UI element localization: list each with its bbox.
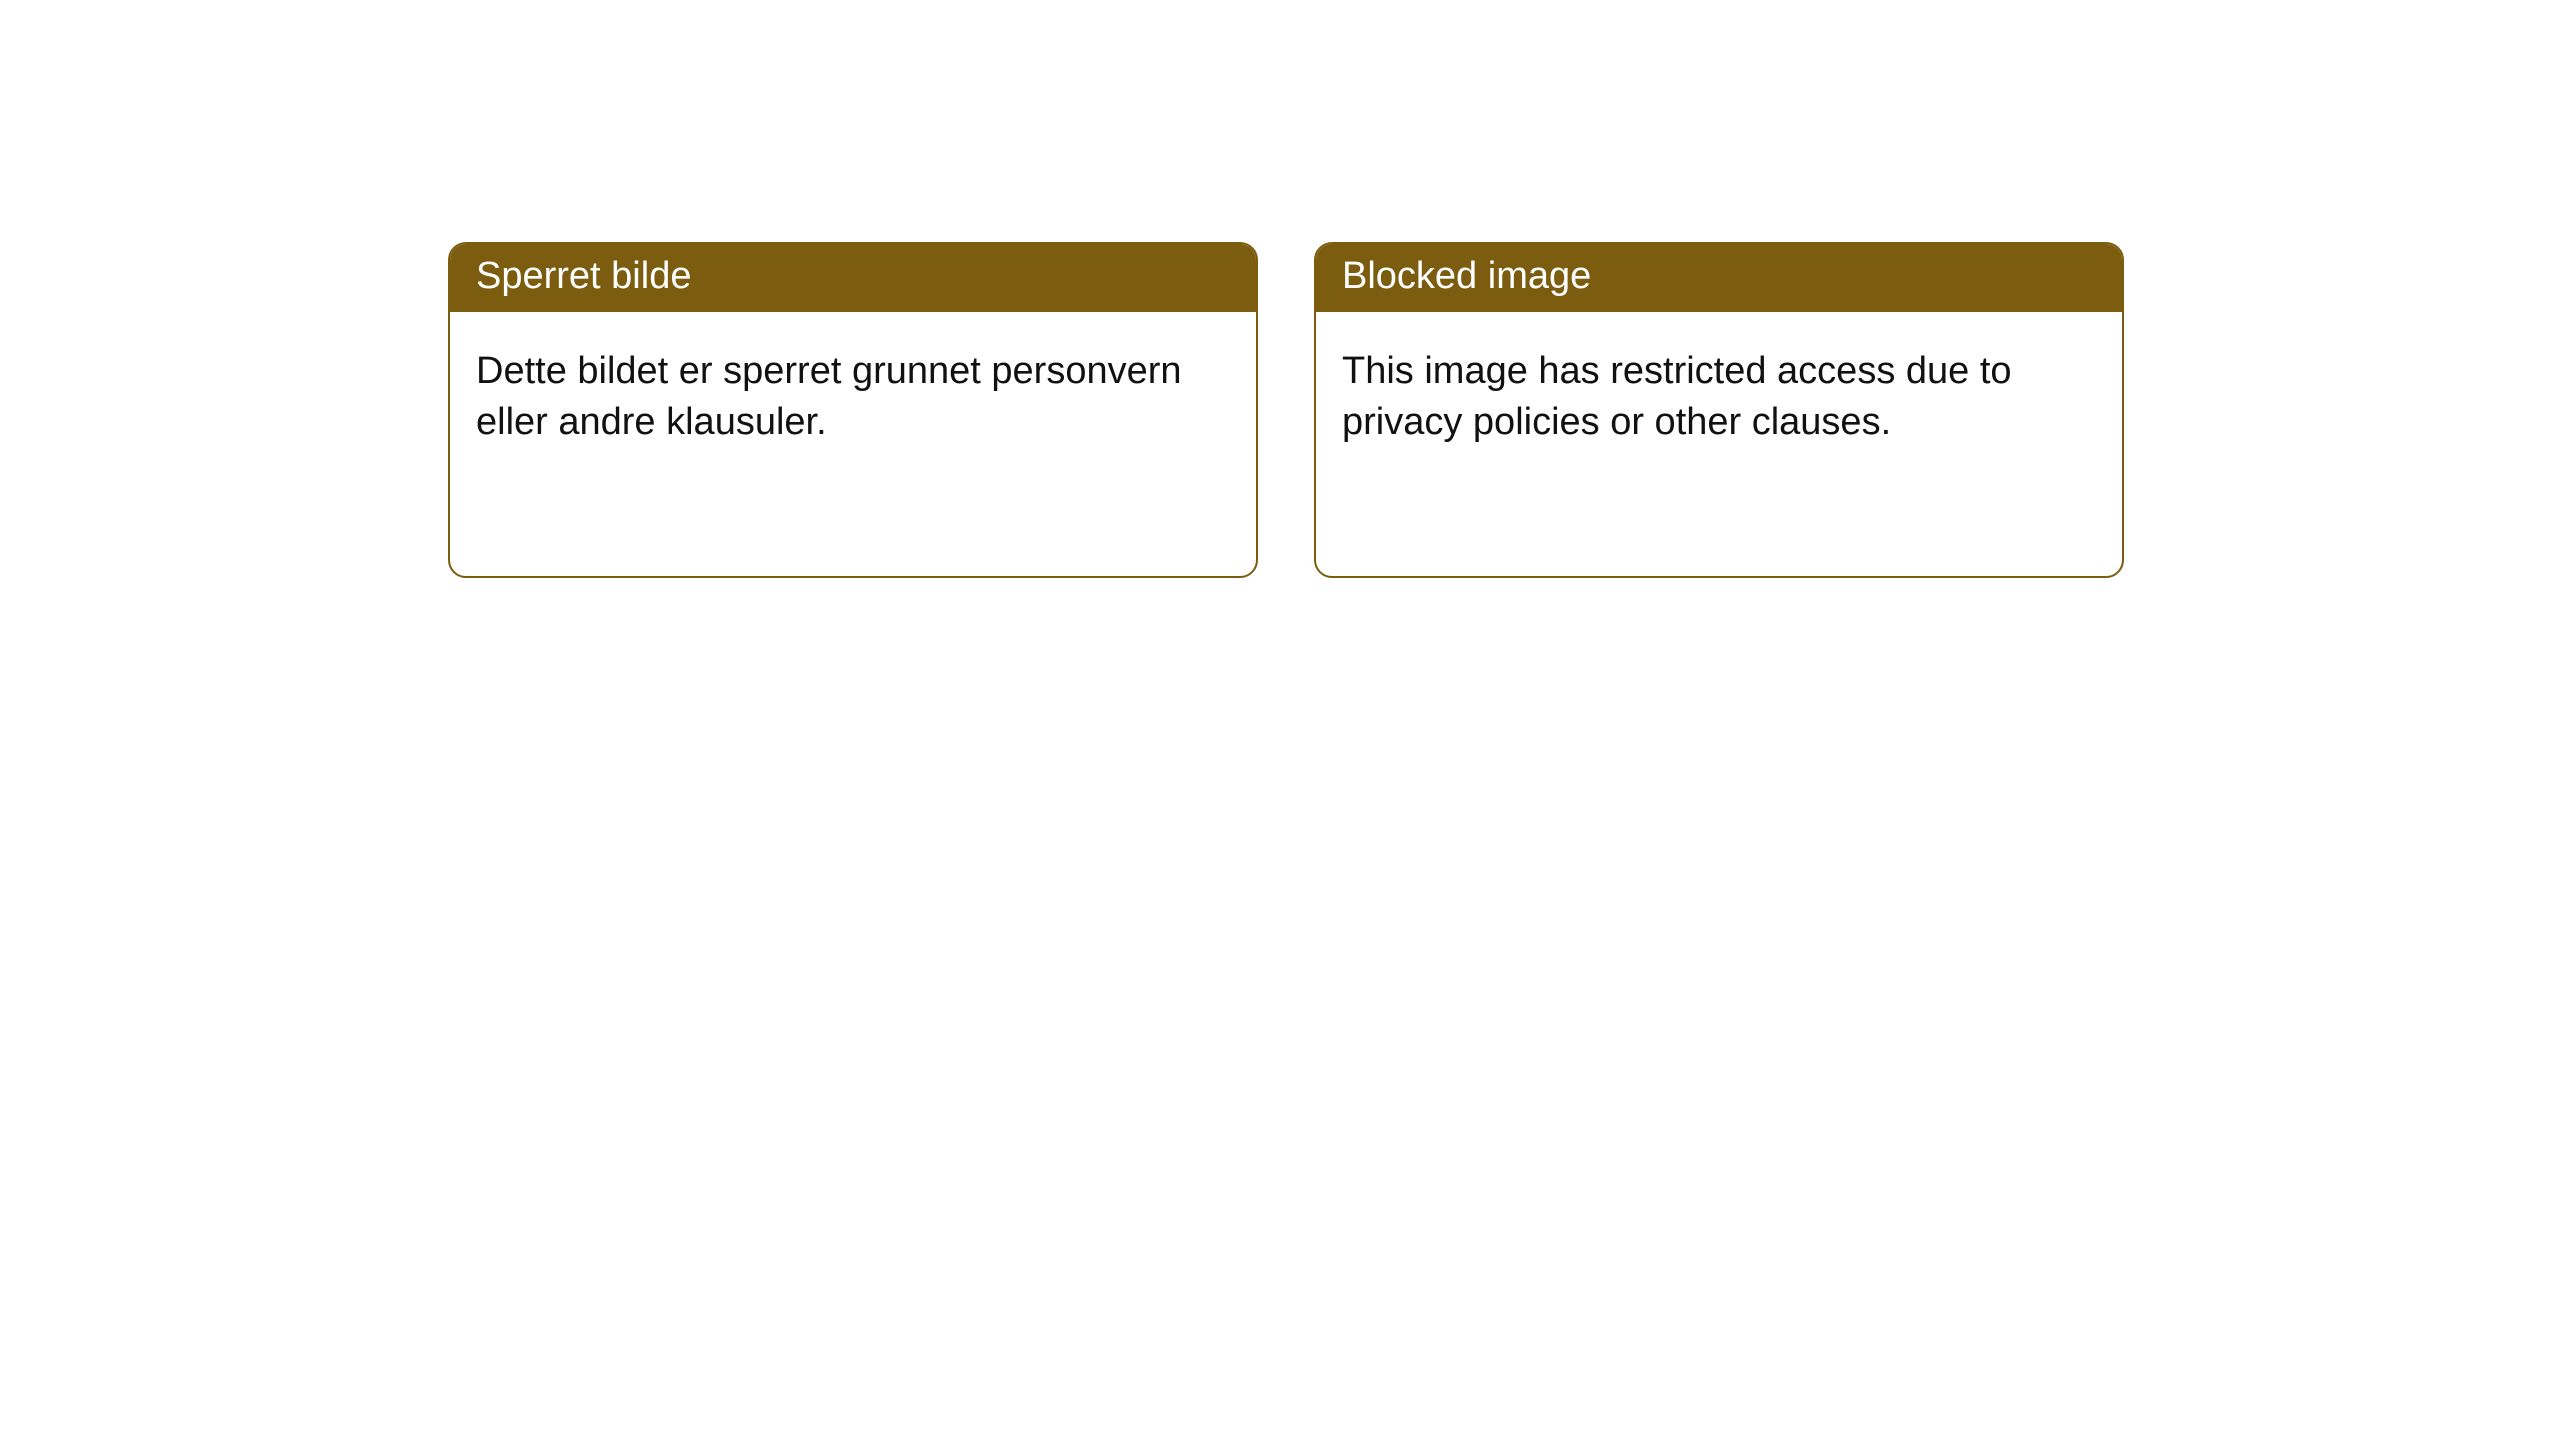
card-body: This image has restricted access due to …	[1316, 312, 2122, 576]
card-header: Sperret bilde	[450, 244, 1256, 312]
card-body: Dette bildet er sperret grunnet personve…	[450, 312, 1256, 576]
card-header: Blocked image	[1316, 244, 2122, 312]
blocked-image-card-no: Sperret bilde Dette bildet er sperret gr…	[448, 242, 1258, 578]
blocked-image-card-en: Blocked image This image has restricted …	[1314, 242, 2124, 578]
notice-cards-container: Sperret bilde Dette bildet er sperret gr…	[0, 0, 2560, 578]
